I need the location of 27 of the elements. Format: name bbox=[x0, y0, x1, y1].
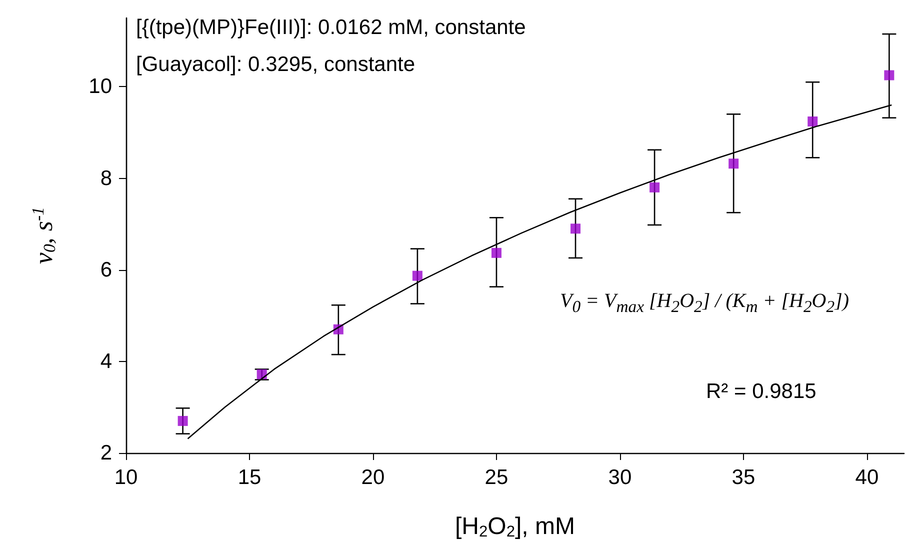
x-tick-label: 25 bbox=[484, 466, 508, 489]
point bbox=[728, 158, 739, 169]
annotation: [{(tpe)(MP)}Fe(III)]: 0.0162 mM, constante bbox=[136, 16, 526, 40]
point bbox=[570, 224, 581, 234]
point bbox=[256, 369, 267, 380]
x-tick-label: 30 bbox=[608, 466, 632, 489]
x-tick-label: 10 bbox=[114, 466, 138, 489]
x-tick-label: 40 bbox=[855, 466, 879, 489]
y-tick-label: 2 bbox=[100, 442, 112, 464]
x-tick-label: 20 bbox=[361, 466, 385, 489]
y-tick-label: 4 bbox=[100, 350, 112, 373]
x-tick-label: 15 bbox=[238, 466, 262, 489]
x-tick-label: 35 bbox=[732, 466, 756, 489]
text: V$_{0}$ = V$_{max}$ [H$_{2}$O$_{2}$] / (K$_{m}$ + [H$_{2}$O$_{2}$]) bbox=[560, 290, 850, 316]
point bbox=[808, 116, 818, 126]
y-tick-label: 6 bbox=[100, 258, 112, 282]
point bbox=[650, 182, 660, 192]
y-tick-label: 10 bbox=[88, 75, 112, 98]
x-axis-title: [H2O2], mM bbox=[455, 512, 576, 540]
annotation: R² = 0.9815 bbox=[706, 380, 816, 404]
y-tick-label: 8 bbox=[100, 166, 112, 190]
point bbox=[884, 70, 894, 80]
point bbox=[491, 248, 502, 258]
point bbox=[412, 270, 422, 281]
point bbox=[178, 416, 188, 426]
annotation: [Guayacol]: 0.3295, constante bbox=[136, 53, 416, 77]
y-axis-title: v0, s-1 bbox=[28, 206, 59, 264]
